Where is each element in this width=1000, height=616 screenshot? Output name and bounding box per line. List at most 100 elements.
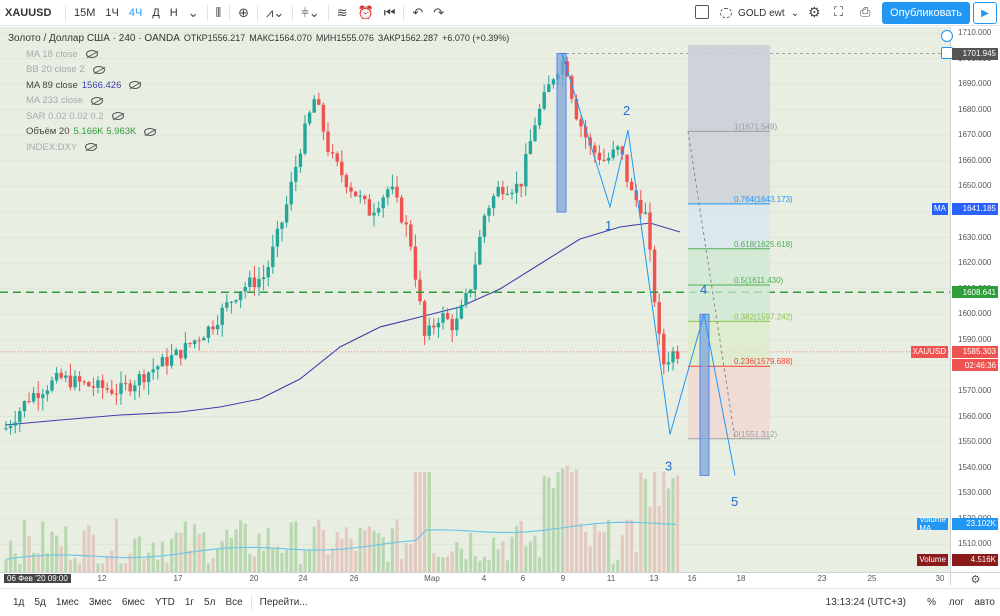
candle-body bbox=[547, 84, 551, 93]
elliott-wave-line bbox=[561, 53, 736, 476]
symbol-search[interactable]: XAUUSD bbox=[5, 6, 52, 19]
volume-bar bbox=[252, 556, 256, 572]
log-toggle[interactable]: лог bbox=[948, 597, 964, 608]
volume-ma-tag: 23.102K bbox=[952, 517, 998, 530]
divider bbox=[257, 4, 258, 21]
candles-style-icon[interactable]: ⫴ bbox=[215, 4, 222, 20]
publish-button[interactable]: Опубликовать bbox=[882, 2, 970, 24]
volume-bar bbox=[266, 528, 270, 572]
auto-toggle[interactable]: авто bbox=[974, 597, 995, 608]
settings-gear-icon[interactable]: ⚙ bbox=[950, 572, 1000, 586]
interval-dropdown-icon[interactable]: ⌄ bbox=[187, 4, 199, 20]
candle-body bbox=[574, 98, 579, 120]
alert-icon[interactable]: ⏰ bbox=[357, 4, 374, 20]
indicator-row[interactable]: Объём 20 5.166K 5.963K bbox=[26, 124, 509, 140]
candle-body bbox=[657, 302, 661, 334]
price-tick: 1560.000 bbox=[958, 411, 992, 421]
indicator-label: SAR 0.02 0.02 0.2 bbox=[26, 110, 104, 122]
financials-icon[interactable]: ⫩⌄ bbox=[301, 4, 320, 20]
indicator-row[interactable]: INDEX:DXY bbox=[26, 140, 509, 156]
candle-body bbox=[422, 301, 427, 336]
volume-bar bbox=[4, 559, 8, 572]
volume-bar bbox=[147, 552, 151, 572]
candle-body bbox=[165, 357, 169, 366]
undo-icon[interactable]: ↶ bbox=[412, 4, 424, 20]
range-button[interactable]: 6мес bbox=[121, 597, 145, 608]
camera-icon[interactable]: ⎙ bbox=[860, 4, 871, 19]
price-tick: 1680.000 bbox=[958, 104, 992, 114]
range-button[interactable]: YTD bbox=[154, 597, 175, 608]
hide-eye-icon[interactable] bbox=[91, 96, 104, 105]
range-button[interactable]: 1д bbox=[13, 597, 25, 608]
replay-icon[interactable]: ⏮ bbox=[383, 4, 396, 20]
interval-w[interactable]: Н bbox=[169, 6, 178, 19]
candle-body bbox=[82, 381, 86, 383]
volume-bar bbox=[202, 532, 206, 572]
volume-bar bbox=[294, 521, 298, 572]
candle-body bbox=[349, 187, 353, 192]
range-button[interactable]: Все bbox=[225, 597, 243, 608]
indicator-row[interactable]: MA 233 close bbox=[26, 93, 509, 109]
interval-15m[interactable]: 15М bbox=[74, 6, 96, 19]
price-tick: 1590.000 bbox=[958, 334, 992, 344]
divider bbox=[250, 594, 252, 611]
volume-bar bbox=[133, 538, 137, 572]
interval-1h[interactable]: 1Ч bbox=[105, 6, 119, 19]
indicator-row[interactable]: BB 20 close 2 bbox=[26, 62, 509, 78]
volume-bar bbox=[492, 537, 496, 572]
volume-bar bbox=[607, 519, 611, 572]
volume-ma-tag-label: Volume MA bbox=[917, 514, 948, 533]
volume-bar bbox=[87, 524, 91, 572]
level-price-tag: 1608.641 bbox=[952, 286, 998, 299]
interval-4h[interactable]: 4Ч bbox=[128, 6, 143, 19]
candle-body bbox=[271, 246, 275, 267]
indicator-row[interactable]: SAR 0.02 0.02 0.2 bbox=[26, 109, 509, 125]
indicator-row[interactable]: MA 18 close bbox=[26, 47, 509, 63]
candle-body bbox=[202, 337, 206, 341]
interval-d[interactable]: Д bbox=[152, 6, 160, 19]
templates-icon[interactable]: ≋ bbox=[336, 4, 348, 20]
fullscreen-icon[interactable]: ⛶ bbox=[834, 4, 844, 19]
volume-bar bbox=[128, 553, 132, 572]
volume-bar bbox=[211, 558, 215, 572]
volume-tag: 4.516K bbox=[952, 553, 998, 566]
price-tick: 1630.000 bbox=[958, 232, 992, 242]
alert-bell-icon[interactable] bbox=[941, 30, 953, 42]
hide-eye-icon[interactable] bbox=[144, 127, 157, 136]
time-axis[interactable]: 06 Фев '20 09:00 12 17 20 24 26 Мар 4 6 9 11 13 16 1… bbox=[0, 572, 950, 586]
layout-selector[interactable]: GOLD ewt ⌄ bbox=[720, 4, 799, 22]
candle-body bbox=[588, 137, 592, 146]
percent-toggle[interactable]: % bbox=[927, 597, 936, 608]
gear-icon[interactable]: ⚙ bbox=[808, 4, 821, 20]
volume-bar bbox=[423, 472, 427, 572]
layout-icon[interactable] bbox=[695, 5, 709, 19]
range-button[interactable]: 1мес bbox=[55, 597, 79, 608]
hide-eye-icon[interactable] bbox=[111, 112, 124, 121]
hide-eye-icon[interactable] bbox=[129, 81, 142, 90]
indicators-icon[interactable]: ⩘⌄ bbox=[266, 4, 285, 20]
clock[interactable]: 13:13:24 (UTC+3) bbox=[825, 597, 906, 608]
hide-eye-icon[interactable] bbox=[85, 143, 98, 152]
range-button[interactable]: 1г bbox=[184, 597, 195, 608]
volume-bar bbox=[390, 528, 394, 572]
candle-body bbox=[510, 192, 514, 195]
range-button[interactable]: 3мес bbox=[88, 597, 112, 608]
hide-eye-icon[interactable] bbox=[85, 50, 98, 59]
candle-body bbox=[110, 389, 114, 394]
candle-body bbox=[220, 307, 224, 325]
volume-bar bbox=[533, 535, 537, 572]
range-button[interactable]: 5л bbox=[204, 597, 216, 608]
chart-canvas[interactable]: 1(1671.549) 0.764(1643.173) 0.618(1625.618… bbox=[0, 27, 950, 572]
hide-eye-icon[interactable] bbox=[92, 65, 105, 74]
volume-bar bbox=[119, 563, 123, 572]
divider bbox=[229, 4, 231, 21]
range-button[interactable]: 5д bbox=[34, 597, 46, 608]
price-axis[interactable]: 1710.0001700.0001690.0001680.0001670.000… bbox=[910, 27, 1000, 572]
indicator-row[interactable]: MA 89 close 1566.426 bbox=[26, 78, 509, 94]
candle-body bbox=[96, 380, 100, 388]
redo-icon[interactable]: ↷ bbox=[433, 4, 445, 20]
goto-date-button[interactable]: Перейти... bbox=[259, 597, 308, 608]
publish-arrow-icon[interactable]: ▶ bbox=[973, 2, 997, 24]
compare-icon[interactable]: ⊕ bbox=[238, 4, 249, 20]
chart-pane[interactable]: 1(1671.549) 0.764(1643.173) 0.618(1625.618… bbox=[0, 27, 950, 572]
